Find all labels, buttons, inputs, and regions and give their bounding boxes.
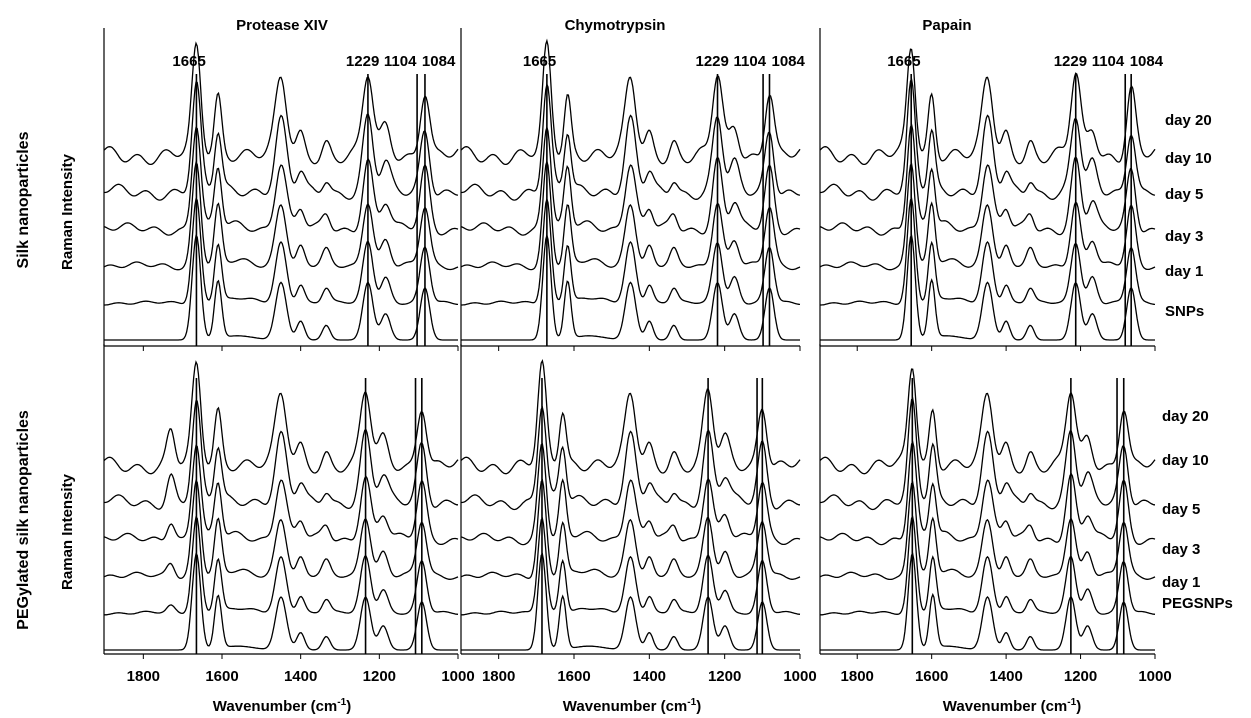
spectrum-0-4 — [104, 197, 459, 306]
spectrum-2-0 — [819, 48, 1156, 166]
legend-top-5: SNPs — [1165, 303, 1204, 320]
tick-label-4-1: 1600 — [557, 668, 590, 685]
peak-label-2-1: 1229 — [1054, 53, 1087, 70]
spectrum-5-5 — [820, 552, 1155, 651]
tick-label-3-0: 1800 — [127, 668, 160, 685]
spectrum-4-1 — [460, 405, 800, 511]
x-axis-title-chymotrypsin: Wavenumber (cm-1) — [563, 697, 701, 715]
spectrum-3-2 — [103, 444, 459, 546]
spectrum-2-3 — [819, 162, 1156, 271]
column-title-chymotrypsin: Chymotrypsin — [565, 17, 666, 34]
spectrum-2-4 — [820, 197, 1156, 306]
legend-bottom-5: PEGSNPs — [1162, 595, 1233, 612]
spectrum-4-5 — [461, 552, 800, 651]
peak-label-1-1: 1229 — [696, 53, 729, 70]
legend-bottom-2: day 5 — [1162, 501, 1200, 518]
tick-label-4-0: 1800 — [482, 668, 515, 685]
spectrum-1-5 — [461, 233, 800, 341]
spectrum-5-4 — [820, 515, 1156, 616]
x-axis-title-papain: Wavenumber (cm-1) — [943, 697, 1081, 715]
spectrum-0-2 — [103, 126, 459, 236]
y-axis-label-bottom: Raman Intensity — [59, 473, 76, 590]
spectrum-2-2 — [819, 122, 1156, 236]
spectrum-4-2 — [460, 443, 801, 546]
column-title-protease: Protease XIV — [236, 17, 328, 34]
peak-label-2-3: 1084 — [1130, 53, 1164, 70]
peak-label-1-3: 1084 — [772, 53, 806, 70]
peak-label-1-0: 1665 — [523, 53, 556, 70]
tick-label-5-1: 1600 — [915, 668, 948, 685]
spectrum-3-5 — [104, 552, 458, 651]
spectrum-1-0 — [460, 38, 801, 166]
legend-top-4: day 1 — [1165, 263, 1203, 280]
spectrum-5-0 — [819, 368, 1156, 475]
peak-label-0-3: 1084 — [422, 53, 456, 70]
tick-label-5-2: 1400 — [989, 668, 1022, 685]
spectrum-4-0 — [460, 359, 801, 475]
tick-label-5-3: 1200 — [1064, 668, 1097, 685]
legend-bottom-4: day 1 — [1162, 574, 1200, 591]
tick-label-4-3: 1200 — [708, 668, 741, 685]
peak-label-1-2: 1104 — [734, 53, 767, 70]
legend-top-3: day 3 — [1165, 228, 1203, 245]
spectrum-5-2 — [819, 440, 1156, 546]
tick-label-3-4: 1000 — [441, 668, 474, 685]
spectrum-3-1 — [103, 400, 458, 510]
spectrum-4-3 — [460, 478, 801, 580]
column-title-papain: Papain — [922, 17, 971, 34]
legend-top-0: day 20 — [1165, 112, 1212, 129]
peak-label-2-2: 1104 — [1092, 53, 1125, 70]
spectrum-3-4 — [104, 515, 459, 616]
spectrum-2-5 — [820, 234, 1155, 341]
tick-label-4-4: 1000 — [783, 668, 816, 685]
peak-label-0-0: 1665 — [172, 53, 205, 70]
spectrum-0-5 — [104, 234, 458, 341]
tick-label-5-0: 1800 — [841, 668, 874, 685]
spectrum-2-1 — [819, 77, 1156, 201]
legend-bottom-3: day 3 — [1162, 541, 1200, 558]
spectrum-5-3 — [819, 480, 1156, 581]
spectrum-0-1 — [103, 81, 459, 201]
tick-label-4-2: 1400 — [633, 668, 666, 685]
peak-label-0-2: 1104 — [384, 53, 417, 70]
spectrum-1-4 — [461, 196, 801, 306]
y-axis-label-top: Raman Intensity — [59, 153, 76, 270]
spectrum-1-2 — [460, 125, 801, 236]
spectrum-0-0 — [103, 41, 459, 166]
row-label-silk: Silk nanoparticles — [15, 131, 32, 268]
row-label-pegylated: PEGylated silk nanoparticles — [15, 410, 32, 630]
tick-label-3-1: 1600 — [205, 668, 238, 685]
tick-label-5-4: 1000 — [1138, 668, 1171, 685]
spectrum-4-4 — [461, 517, 801, 616]
spectrum-5-1 — [819, 397, 1155, 511]
tick-label-3-2: 1400 — [284, 668, 317, 685]
spectrum-1-3 — [460, 159, 801, 271]
spectrum-3-3 — [103, 479, 459, 580]
peak-label-0-1: 1229 — [346, 53, 379, 70]
legend: day 20 day 20 day 10 day 10 day 5 day 5 day 3 d… — [1162, 112, 1233, 612]
legend-bottom-1: day 10 — [1162, 452, 1209, 469]
x-axis-ticks: 1800 1600 1400 1200 1000 1800 1600 1400 1200 1000… — [127, 346, 1172, 685]
legend-bottom-0: day 20 — [1162, 408, 1209, 425]
spectrum-1-1 — [460, 82, 801, 201]
x-axis-title-protease: Wavenumber (cm-1) — [213, 697, 351, 715]
legend-top-1: day 10 — [1165, 150, 1212, 167]
tick-label-3-3: 1200 — [363, 668, 396, 685]
spectrum-0-3 — [103, 160, 459, 271]
peak-label-2-0: 1665 — [887, 53, 920, 70]
spectrum-3-0 — [103, 360, 459, 475]
legend-top-2: day 5 — [1165, 186, 1203, 203]
spectra-panels: 1665 1229 1104 1084 1665 1229 1104 1084 1665 1229… — [103, 28, 1164, 655]
